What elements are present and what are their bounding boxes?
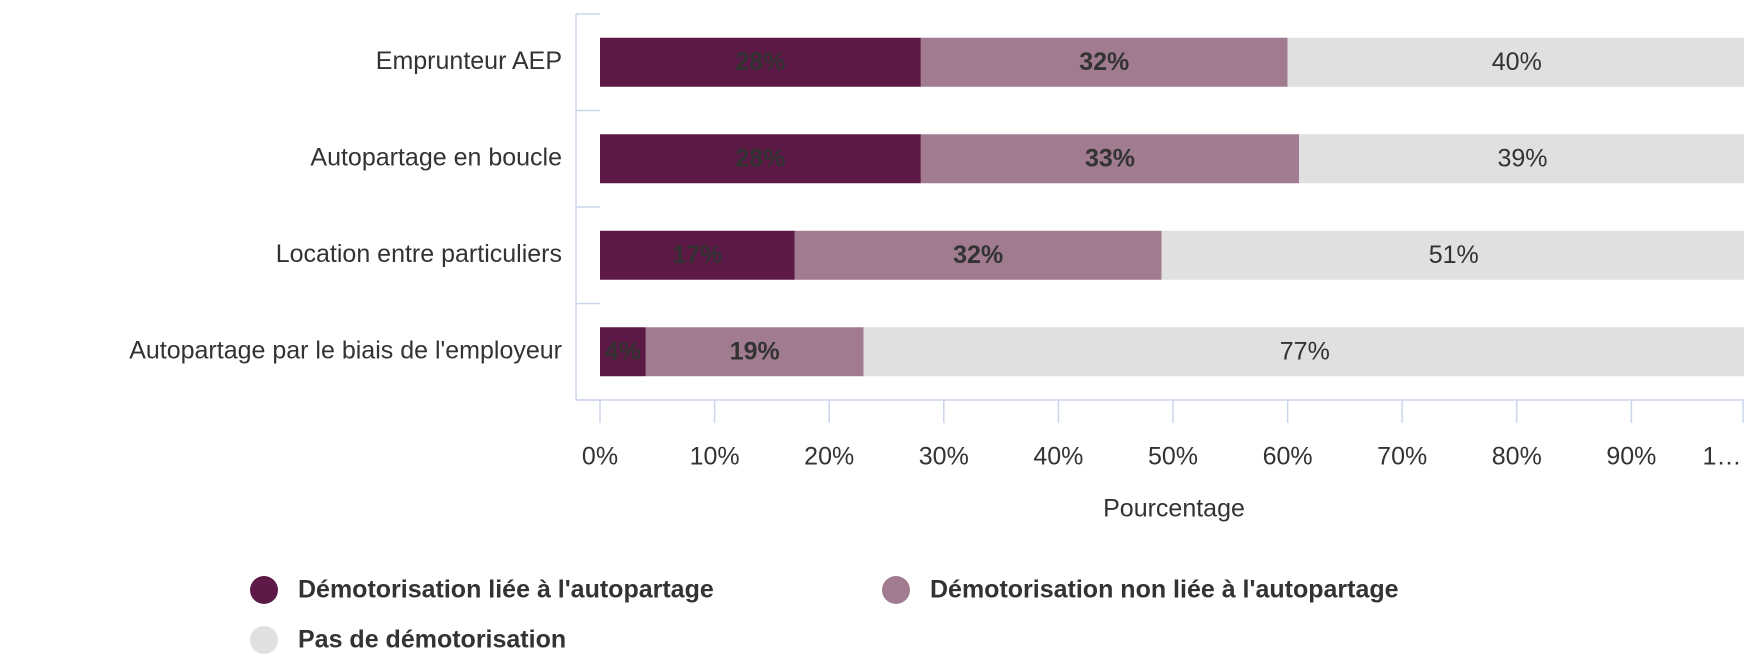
y-tick-label: Autopartage par le biais de l'employeur [129,336,562,364]
y-tick-label: Autopartage en boucle [310,143,562,171]
x-tick-label: 40% [1033,443,1083,471]
y-tick-label: Emprunteur AEP [376,47,562,75]
x-tick-label: 0% [582,443,618,471]
x-tick-label: 90% [1606,443,1656,471]
data-label: 77% [1280,337,1330,365]
bar-segment [1161,230,1744,280]
bar-segment [794,230,1162,280]
data-label: 28% [735,144,785,172]
data-label: 28% [735,48,785,76]
x-tick-label: 20% [804,443,854,471]
bar-segment [920,134,1300,184]
data-label: 17% [672,241,722,269]
bar-segment [600,134,921,184]
data-label: 32% [953,241,1003,269]
legend-label: Démotorisation liée à l'autopartage [298,576,714,604]
bar-segment [1299,134,1744,184]
bar-segment [920,37,1288,87]
x-axis-title: Pourcentage [1103,495,1245,523]
x-tick-label: 70% [1377,443,1427,471]
x-tick-label: 80% [1492,443,1542,471]
legend-marker [882,576,910,604]
x-tick-label: 10% [690,443,740,471]
x-tick-label: 50% [1148,443,1198,471]
bar-segment [600,37,921,87]
x-tick-label: 1… [1703,443,1742,471]
legend-label: Démotorisation non liée à l'autopartage [930,576,1399,604]
data-label: 51% [1429,241,1479,269]
x-tick-label: 30% [919,443,969,471]
bar-segment [1287,37,1744,87]
bar-segment [600,230,795,280]
data-label: 19% [730,337,780,365]
bar-segment [863,327,1744,377]
data-label: 32% [1079,48,1129,76]
data-label: 33% [1085,144,1135,172]
legend-marker [250,576,278,604]
bar-segment [645,327,864,377]
data-label: 40% [1492,48,1542,76]
legend-label: Pas de démotorisation [298,626,566,654]
y-tick-label: Location entre particuliers [276,240,562,268]
data-label: 39% [1498,144,1548,172]
x-tick-label: 60% [1263,443,1313,471]
bar-segment [600,327,646,377]
data-label: 4% [605,337,641,365]
legend-marker [250,626,278,654]
